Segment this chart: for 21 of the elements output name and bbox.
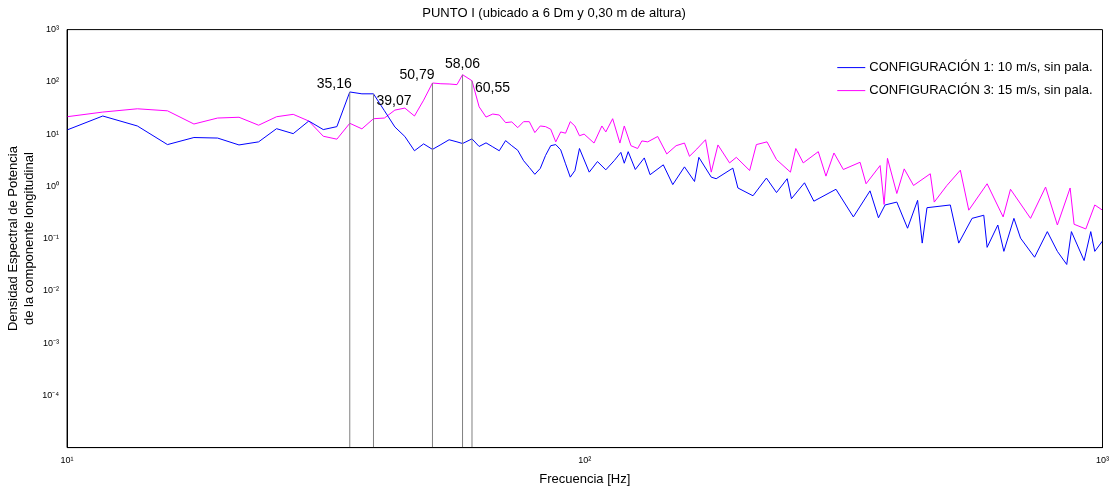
y-tick-label: 10⁰ xyxy=(46,180,60,191)
x-tick-label: 10¹ xyxy=(60,455,74,466)
ref-line-label: 58,06 xyxy=(445,54,481,71)
y-tick-label: 10⁻¹ xyxy=(43,233,60,244)
ref-line-label: 35,16 xyxy=(316,74,352,91)
x-tick-label: 10² xyxy=(578,455,592,466)
ref-line-label: 39,07 xyxy=(376,91,412,108)
x-tick-label: 10³ xyxy=(1095,455,1109,466)
legend-label: CONFIGURACIÓN 1: 10 m/s, sin pala. xyxy=(869,59,1093,75)
y-tick-label: 10¹ xyxy=(46,128,60,139)
x-axis-title: Frecuencia [Hz] xyxy=(539,470,631,486)
ref-line-label: 50,79 xyxy=(399,65,435,82)
y-tick-label: 10⁻³ xyxy=(43,337,60,348)
y-tick-label: 10³ xyxy=(46,24,60,35)
y-tick-label: 10² xyxy=(46,76,60,87)
y-axis-title: Densidad Espectral de Potencia de la componente longitudinal xyxy=(5,145,36,332)
chart-title: PUNTO I (ubicado a 6 Dm y 0,30 m de altura) xyxy=(422,5,686,21)
ref-line-label: 60,55 xyxy=(474,78,511,95)
legend-label: CONFIGURACIÓN 3: 15 m/s, sin pala. xyxy=(869,82,1093,98)
y-tick-label: 10⁻⁴ xyxy=(42,389,60,400)
y-tick-label: 10⁻² xyxy=(43,285,60,296)
